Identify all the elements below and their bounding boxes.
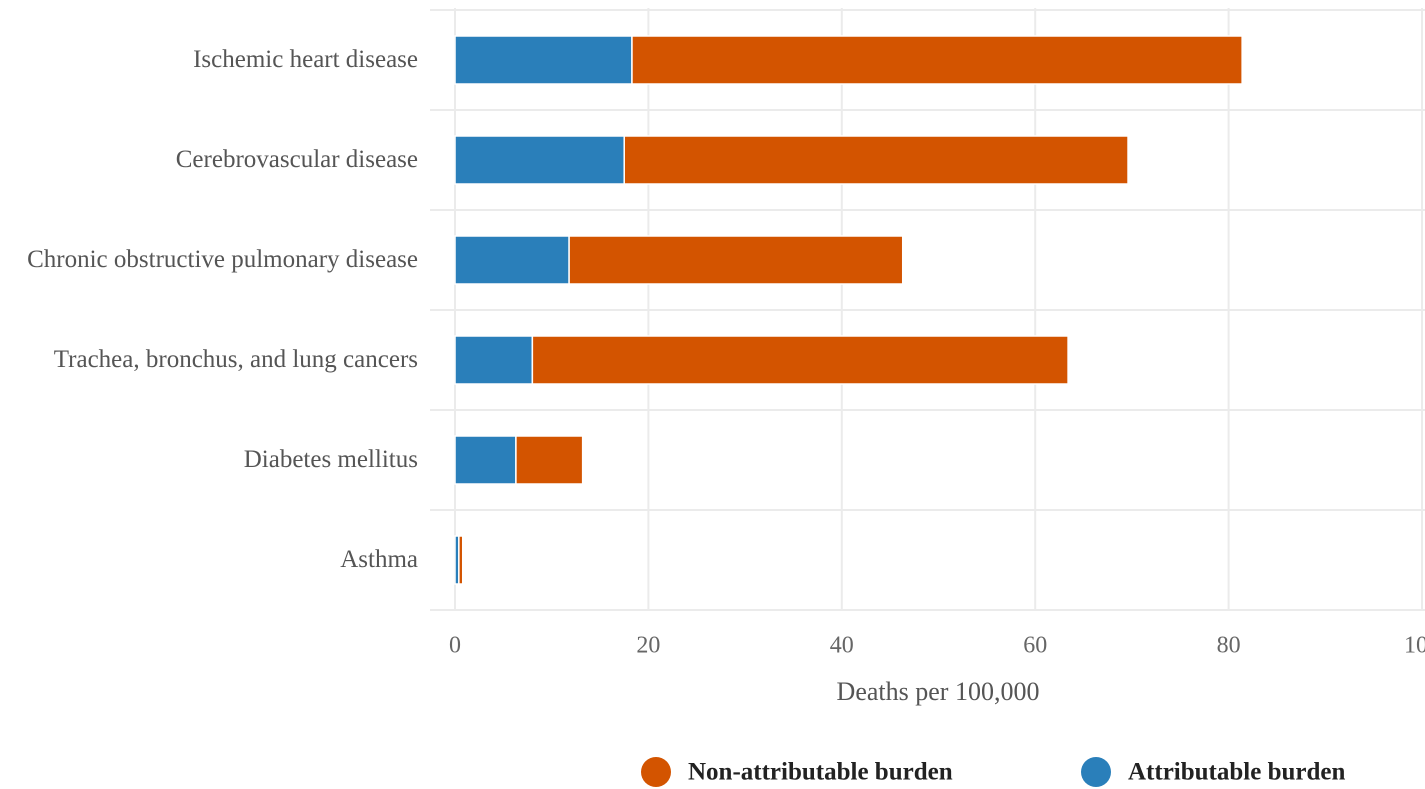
- legend-marker: [1081, 757, 1111, 787]
- bar-segment: [515, 435, 584, 485]
- x-axis-title: Deaths per 100,000: [837, 677, 1040, 706]
- bar-segment: [458, 535, 464, 585]
- legend-marker: [641, 757, 671, 787]
- bar-segment: [623, 135, 1129, 185]
- x-tick-label: 0: [449, 633, 461, 659]
- bar-segment: [631, 35, 1243, 85]
- bar-segment: [454, 235, 570, 285]
- x-tick-label: 40: [830, 633, 854, 659]
- bar-segment: [531, 335, 1069, 385]
- y-tick-label: Cerebrovascular disease: [175, 146, 418, 173]
- x-tick-label: 20: [636, 633, 660, 659]
- y-tick-label: Asthma: [340, 546, 418, 573]
- legend-label: Attributable burden: [1128, 759, 1345, 786]
- bar-segment: [454, 435, 517, 485]
- x-tick-label: 80: [1217, 633, 1241, 659]
- y-tick-label: Chronic obstructive pulmonary disease: [27, 246, 418, 273]
- x-tick-label: 60: [1023, 633, 1047, 659]
- bar-segment: [454, 35, 633, 85]
- y-tick-label: Diabetes mellitus: [243, 446, 418, 473]
- x-tick-label: 100: [1404, 633, 1425, 659]
- legend-label: Non-attributable burden: [688, 759, 953, 786]
- y-tick-label: Ischemic heart disease: [193, 46, 418, 73]
- y-tick-label: Trachea, bronchus, and lung cancers: [53, 346, 418, 373]
- bar-segment: [454, 335, 534, 385]
- bar-segment: [454, 135, 625, 185]
- bar-segment: [568, 235, 904, 285]
